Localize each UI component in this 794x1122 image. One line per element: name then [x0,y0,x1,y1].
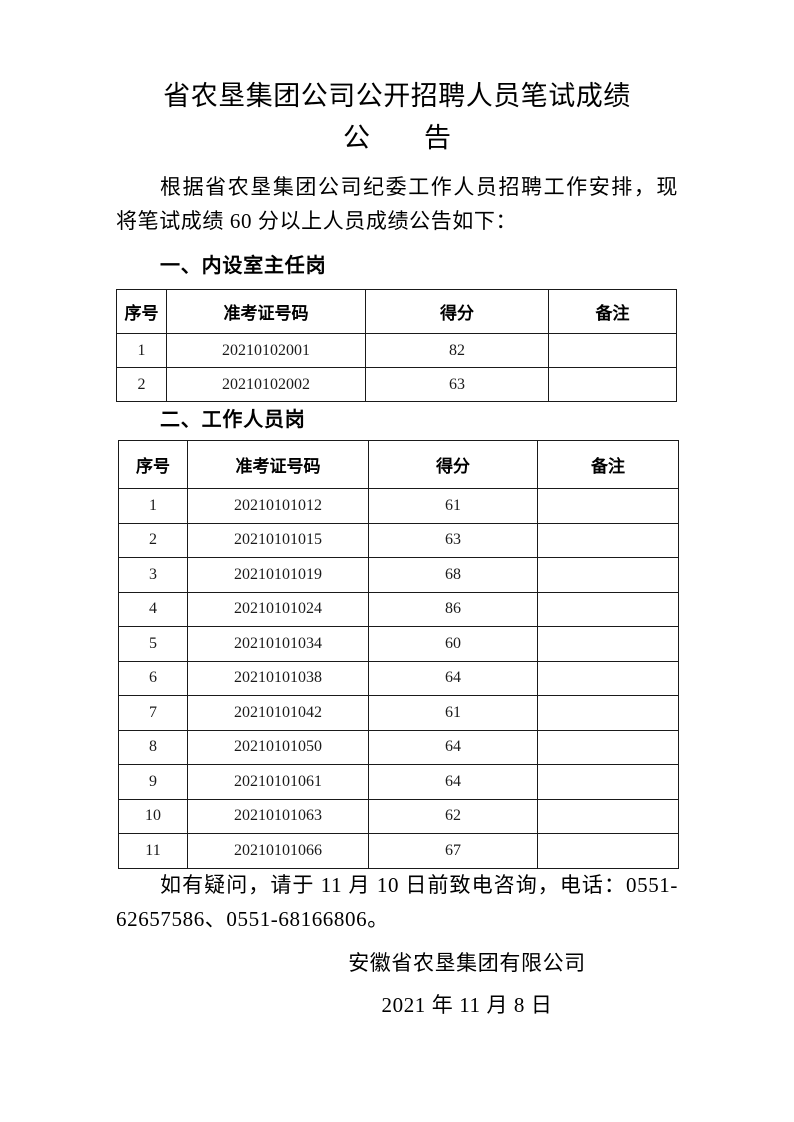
cell-no: 2 [116,367,167,402]
cell-note [537,660,679,696]
cell-admit: 20210101034 [187,626,369,662]
cell-no: 4 [118,591,188,627]
cell-note [537,522,679,558]
cell-no: 2 [118,522,188,558]
column-header-admit: 准考证号码 [166,289,366,334]
column-header-note: 备注 [537,440,679,489]
cell-score: 60 [368,626,538,662]
signature-organization: 安徽省农垦集团有限公司 [348,951,586,975]
cell-note [548,333,677,368]
table-row: 4 20210101024 86 [118,591,679,627]
contact-paragraph: 如有疑问，请于 11 月 10 日前致电咨询，电话：0551-62657586、… [116,873,678,931]
cell-note [537,626,679,662]
cell-note [537,488,679,524]
cell-admit: 20210101015 [187,522,369,558]
cell-admit: 20210101063 [187,798,369,834]
intro-paragraph: 根据省农垦集团公司纪委工作人员招聘工作安排，现将笔试成绩 60 分以上人员成绩公… [116,175,678,233]
cell-no: 8 [118,729,188,765]
column-header-note: 备注 [548,289,677,334]
cell-note [548,367,677,402]
table-row: 7 20210101042 61 [118,695,679,731]
table-row: 6 20210101038 64 [118,660,679,696]
section-heading-interior-director: 一、内设室主任岗 [160,255,327,277]
document-subtitle: 公 告 [343,123,451,153]
cell-score: 68 [368,557,538,593]
cell-admit: 20210101066 [187,833,369,869]
column-header-score: 得分 [365,289,549,334]
table-interior-director-scores: 序号 准考证号码 得分 备注 1 20210102001 82 2 202101… [116,289,677,402]
table-row: 8 20210101050 64 [118,729,679,765]
cell-score: 63 [368,522,538,558]
cell-score: 86 [368,591,538,627]
section-heading-staff: 二、工作人员岗 [160,409,306,431]
document-title: 省农垦集团公司公开招聘人员笔试成绩 [163,81,631,111]
cell-note [537,833,679,869]
cell-score: 64 [368,729,538,765]
cell-no: 5 [118,626,188,662]
cell-no: 3 [118,557,188,593]
cell-admit: 20210102002 [166,367,366,402]
table-header-row: 序号 准考证号码 得分 备注 [116,289,677,334]
cell-admit: 20210102001 [166,333,366,368]
cell-note [537,729,679,765]
table-row: 11 20210101066 67 [118,833,679,869]
table-row: 9 20210101061 64 [118,764,679,800]
cell-admit: 20210101050 [187,729,369,765]
cell-admit: 20210101042 [187,695,369,731]
signature-date: 2021 年 11 月 8 日 [381,993,553,1017]
cell-no: 6 [118,660,188,696]
cell-score: 67 [368,833,538,869]
cell-score: 64 [368,660,538,696]
column-header-score: 得分 [368,440,538,489]
cell-no: 1 [118,488,188,524]
cell-score: 62 [368,798,538,834]
cell-no: 9 [118,764,188,800]
table-row: 3 20210101019 68 [118,557,679,593]
cell-admit: 20210101061 [187,764,369,800]
cell-note [537,557,679,593]
column-header-no: 序号 [116,289,167,334]
table-row: 5 20210101034 60 [118,626,679,662]
cell-admit: 20210101019 [187,557,369,593]
cell-no: 1 [116,333,167,368]
table-header-row: 序号 准考证号码 得分 备注 [118,440,679,489]
cell-no: 10 [118,798,188,834]
table-staff-scores: 序号 准考证号码 得分 备注 1 20210101012 61 2 202101… [118,440,679,869]
table-row: 10 20210101063 62 [118,798,679,834]
column-header-no: 序号 [118,440,188,489]
table-row: 1 20210102001 82 [116,333,677,368]
table-row: 2 20210102002 63 [116,367,677,402]
cell-note [537,591,679,627]
cell-note [537,764,679,800]
cell-no: 11 [118,833,188,869]
cell-score: 63 [365,367,549,402]
cell-admit: 20210101038 [187,660,369,696]
cell-score: 82 [365,333,549,368]
cell-note [537,798,679,834]
cell-score: 61 [368,488,538,524]
cell-no: 7 [118,695,188,731]
cell-note [537,695,679,731]
cell-admit: 20210101024 [187,591,369,627]
table-row: 1 20210101012 61 [118,488,679,524]
column-header-admit: 准考证号码 [187,440,369,489]
table-row: 2 20210101015 63 [118,522,679,558]
cell-score: 61 [368,695,538,731]
cell-admit: 20210101012 [187,488,369,524]
cell-score: 64 [368,764,538,800]
